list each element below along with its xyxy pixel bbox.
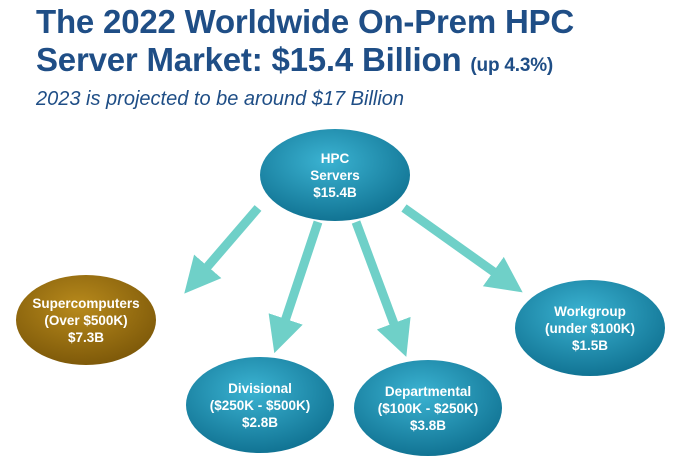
node-departmental: Departmental ($100K - $250K) $3.8B: [354, 360, 502, 456]
root-label-2: $15.4B: [313, 185, 357, 200]
title-line-2: Server Market: $15.4 Billion (up 4.3%): [36, 42, 553, 84]
node-departmental-label-1: ($100K - $250K): [378, 401, 479, 416]
arrow-to-departmental: [351, 220, 411, 357]
title-growth-note: (up 4.3%): [470, 55, 554, 76]
node-workgroup-label-1: (under $100K): [545, 321, 635, 336]
root-label-0: HPC: [321, 151, 350, 166]
node-workgroup: Workgroup (under $100K) $1.5B: [515, 280, 665, 376]
node-supercomputers: Supercomputers (Over $500K) $7.3B: [16, 275, 156, 365]
root-label-1: Servers: [310, 168, 360, 183]
root-ellipse: [260, 129, 410, 221]
node-departmental-label-0: Departmental: [385, 384, 471, 399]
node-departmental-ellipse: [354, 360, 502, 456]
node-workgroup-label-2: $1.5B: [572, 338, 608, 353]
node-divisional-label-0: Divisional: [228, 381, 292, 396]
node-workgroup-ellipse: [515, 280, 665, 376]
subtitle: 2023 is projected to be around $17 Billi…: [36, 88, 405, 110]
node-divisional: Divisional ($250K - $500K) $2.8B: [186, 357, 334, 453]
node-divisional-label-1: ($250K - $500K): [210, 398, 311, 413]
node-divisional-label-2: $2.8B: [242, 415, 278, 430]
title-line-1: The 2022 Worldwide On-Prem HPC: [36, 3, 575, 40]
arrow-to-supercomputers: [184, 205, 262, 294]
arrow-to-workgroup: [401, 204, 523, 293]
node-supercomputers-label-0: Supercomputers: [32, 296, 139, 311]
node-departmental-label-2: $3.8B: [410, 418, 446, 433]
node-supercomputers-label-1: (Over $500K): [44, 313, 127, 328]
node-workgroup-label-0: Workgroup: [554, 304, 626, 319]
node-supercomputers-label-2: $7.3B: [68, 330, 104, 345]
title-main: Server Market: $15.4 Billion: [36, 41, 462, 78]
arrow-to-divisional: [268, 220, 323, 354]
node-divisional-ellipse: [186, 357, 334, 453]
node-supercomputers-ellipse: [16, 275, 156, 365]
root: HPC Servers $15.4B: [260, 129, 410, 221]
